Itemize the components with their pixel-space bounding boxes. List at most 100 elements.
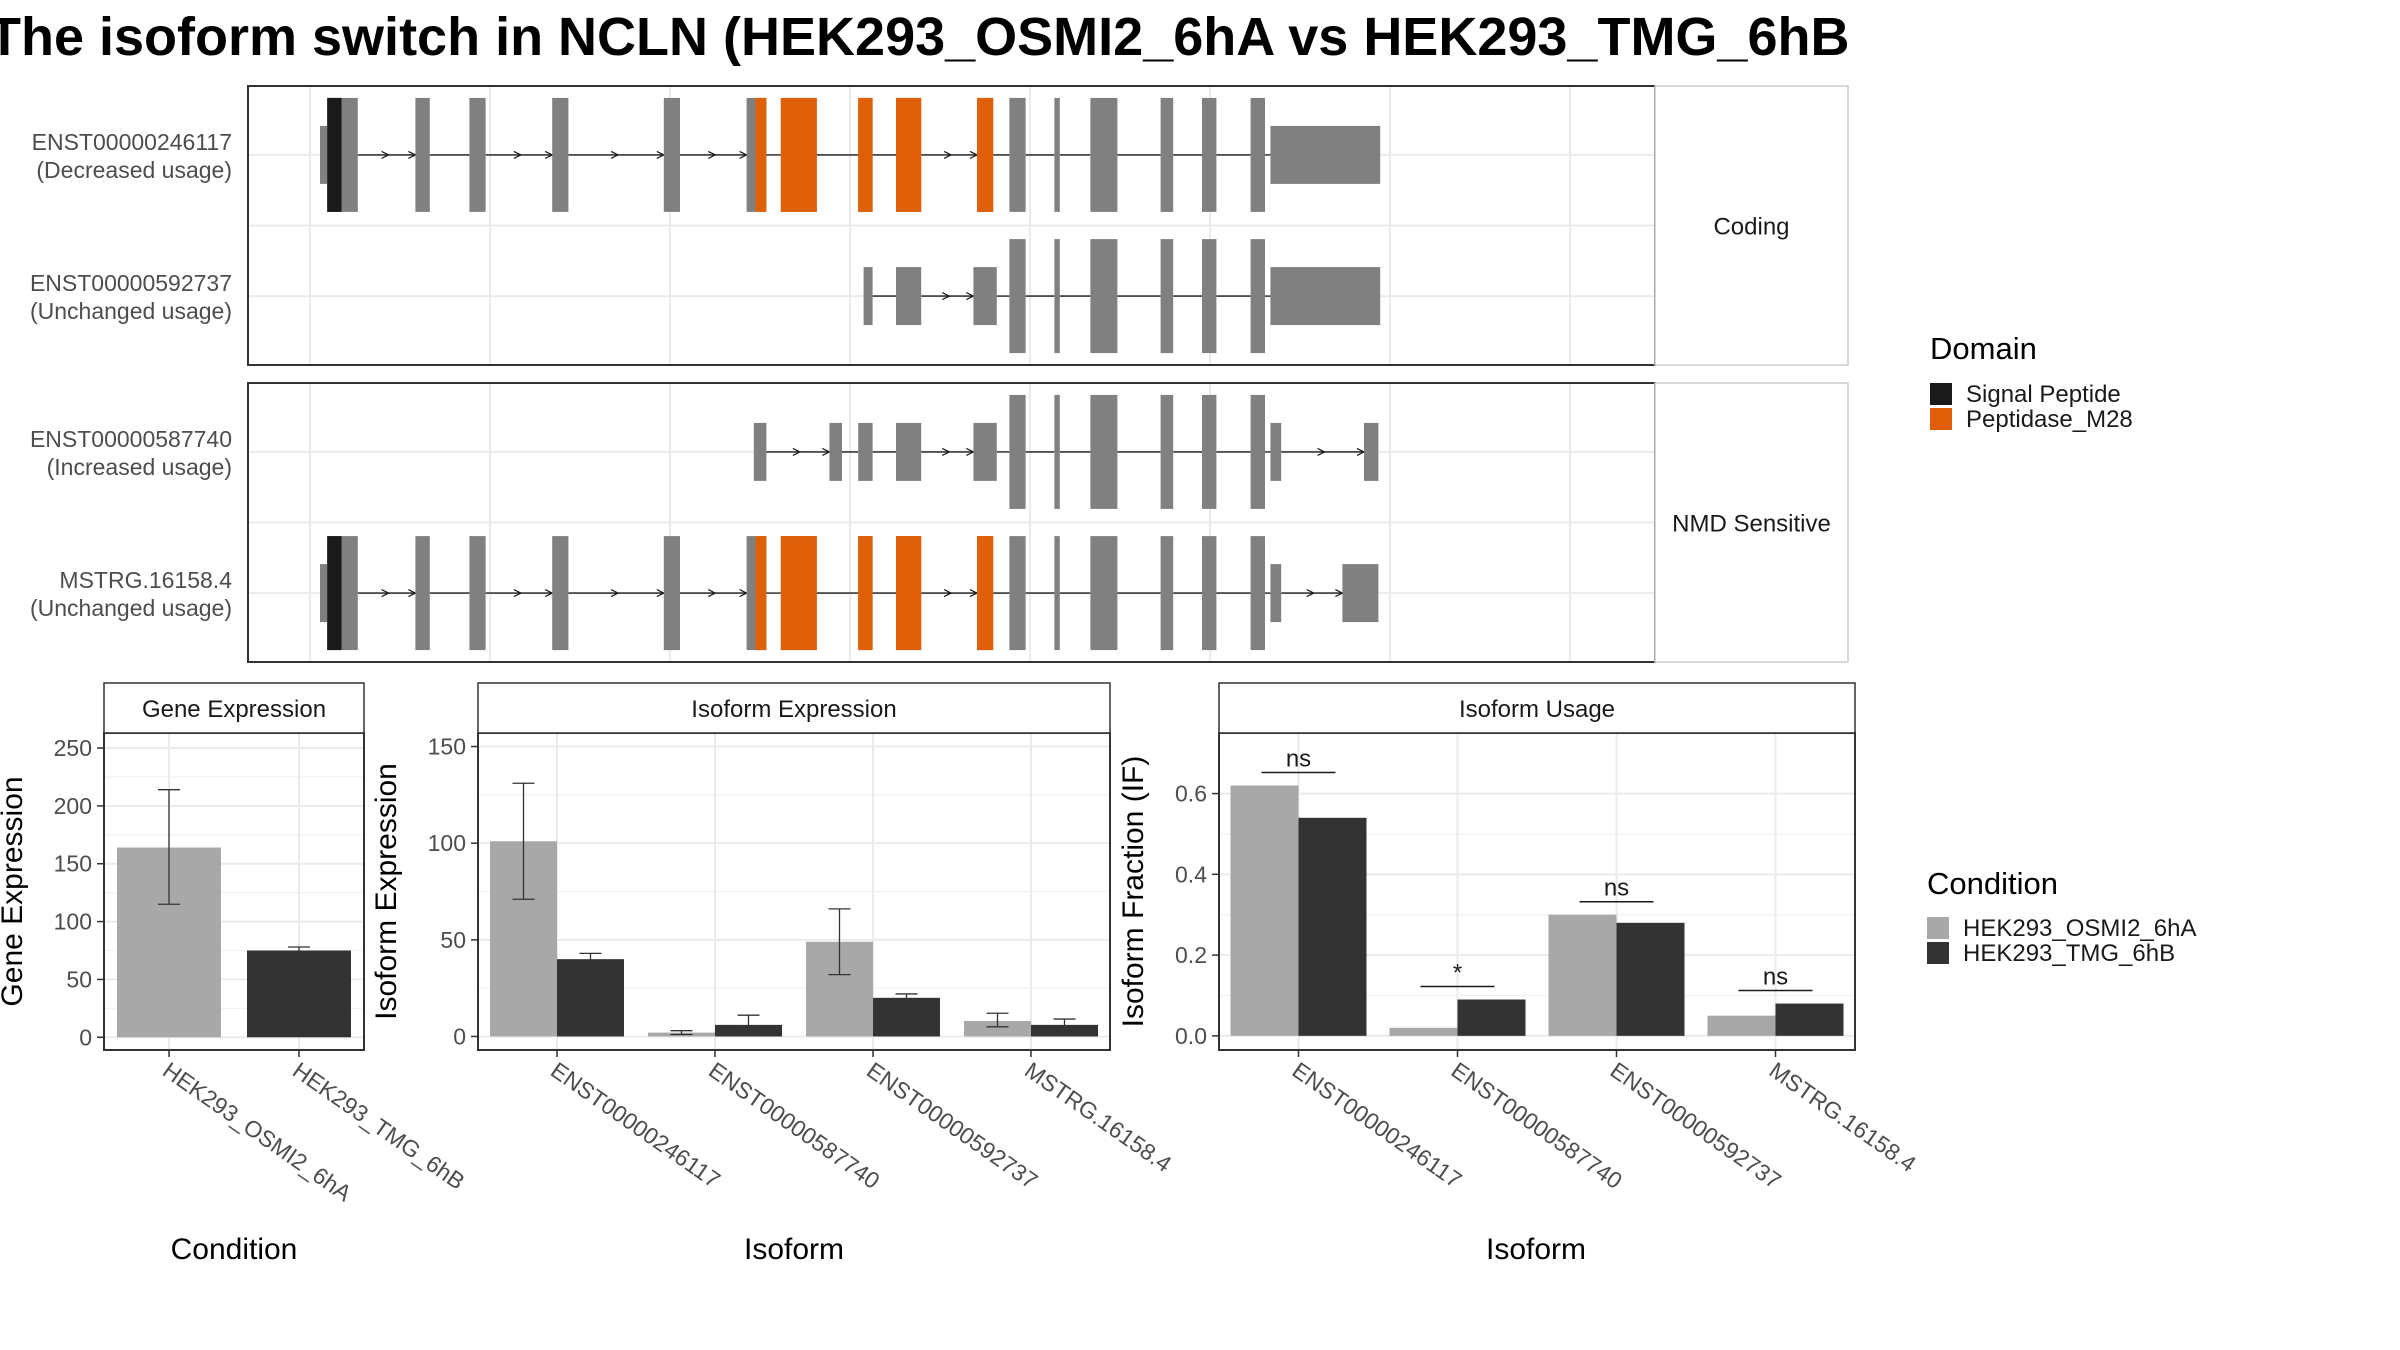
exon-block [1202,394,1217,509]
x-tick-label: ENST00000246117 [546,1057,725,1193]
exon-block [663,536,680,651]
structure-facet-nmd-sensitive: NMD Sensitive ENST00000587740(Increased u… [30,382,1849,663]
exon-block [1250,536,1265,651]
y-tick-label: 0.6 [1175,781,1207,807]
domain-block-peptidase-m28 [780,536,817,651]
exon-block [1160,536,1174,651]
intron-arrow [381,150,390,159]
domain-legend-swatch [1930,408,1952,430]
intron-arrow [381,589,390,598]
domain-block-peptidase-m28 [780,97,817,212]
y-tick-label: 0.2 [1175,942,1207,968]
y-axis-title: Gene Expression [0,776,29,1006]
domain-block-peptidase-m28 [977,536,994,651]
exon-block [896,422,922,481]
intron-arrow [513,589,523,598]
x-axis-title: Isoform [1486,1233,1586,1266]
panel-header [103,682,365,734]
domain-block-peptidase-m28 [755,97,767,212]
exon-block [552,97,569,212]
exon-block [863,267,873,326]
exon-block [1270,267,1381,326]
facet-strip-label: Coding [1713,214,1789,241]
exon-block [858,422,873,481]
panel-header [1218,682,1856,734]
panel-isoform-expression: Isoform Expression 0 50 100 150 ENST000002461… [370,682,1177,1266]
significance-label: ns [1604,875,1629,902]
intron-arrow [942,292,951,301]
bar-hek293-tmg-6hb [1457,999,1526,1036]
y-tick-label: 50 [440,927,466,953]
domain-block-signal-peptide [327,536,342,651]
x-tick-label: ENST00000587740 [704,1057,884,1194]
isoform-name-label: MSTRG.16158.4 [59,567,232,593]
exon-block [1054,239,1060,354]
exon-block [320,125,328,184]
expression-panels: Gene Expression050100150200250HEK293_OSM… [0,682,1921,1266]
domain-block-signal-peptide [327,97,342,212]
bar-hek293-tmg-6hb [1031,1024,1098,1037]
exon-block [753,422,767,481]
figure-title: The isoform switch in NCLN (HEK293_OSMI2… [0,7,1849,67]
x-tick-label: ENST00000592737 [862,1057,1042,1194]
facet-strip [1654,382,1849,663]
x-tick-label: MSTRG.16158.4 [1020,1057,1176,1177]
panel-gene-expression: Gene Expression050100150200250HEK293_OSM… [0,682,470,1266]
exon-block [415,97,430,212]
x-tick-label: ENST00000587740 [1447,1057,1627,1194]
y-tick-label: 0.0 [1175,1023,1207,1049]
exon-block [320,564,328,623]
panel-header-title: Isoform Usage [1459,696,1615,723]
x-axis-title: Condition [171,1233,298,1266]
exon-block [1202,97,1217,212]
y-tick-label: 50 [66,966,92,992]
exon-block [1009,536,1026,651]
bar-hek293-tmg-6hb [873,997,940,1037]
exon-block [1270,125,1381,184]
y-tick-label: 250 [54,735,92,761]
exon-block [1202,536,1217,651]
domain-block-peptidase-m28 [755,536,767,651]
exon-block [552,536,569,651]
exon-block [1202,239,1217,354]
bar-hek293-tmg-6hb [1298,817,1367,1036]
condition-legend-swatch [1927,942,1949,964]
bar-hek293-osmi2-6ha [1707,1015,1776,1036]
intron-arrow [792,447,802,456]
exon-block [1090,239,1118,354]
intron-arrow [708,150,717,159]
exon-block [829,422,842,481]
x-tick-label: ENST00000592737 [1606,1057,1786,1194]
intron-arrow [1317,447,1326,456]
condition-legend-title: Condition [1927,866,2058,901]
y-tick-label: 100 [54,909,92,935]
exon-block [1160,97,1174,212]
significance-label: * [1453,960,1462,987]
isoform-track-mstrg-16158-4: MSTRG.16158.4(Unchanged usage) [30,536,1379,651]
domain-legend-title: Domain [1930,331,2037,366]
significance-label: ns [1286,745,1311,772]
exon-block [1250,394,1265,509]
exon-block [973,267,997,326]
exon-block [1250,239,1265,354]
exon-block [469,536,486,651]
intron-arrow [610,589,620,598]
exon-block [1160,394,1174,509]
intron-arrow [943,589,953,598]
bar [247,950,351,1038]
condition-legend-swatch [1927,917,1949,939]
exon-block [1270,564,1282,623]
exon-block [341,536,358,651]
isoform-usage-label: (Decreased usage) [36,157,232,183]
bar-hek293-osmi2-6ha [1548,914,1617,1036]
domain-legend-label: Peptidase_M28 [1966,406,2133,433]
bar-hek293-tmg-6hb [1775,1003,1844,1036]
intron-arrow [513,150,523,159]
isoform-name-label: ENST00000592737 [30,270,232,296]
y-axis-title: Isoform Fraction (IF) [1117,756,1150,1028]
exon-block [1009,394,1026,509]
facet-strip [1654,85,1849,366]
